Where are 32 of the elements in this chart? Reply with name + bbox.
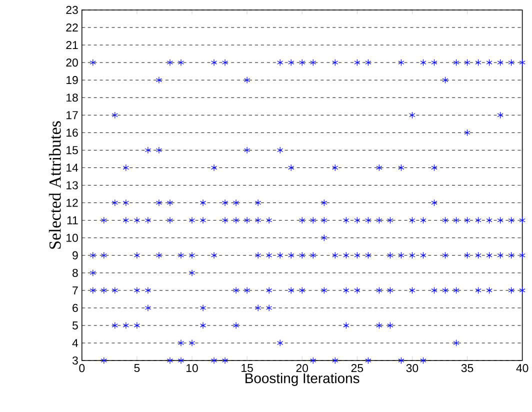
x-tick-label: 10 bbox=[186, 364, 198, 372]
y-tick-label: 17 bbox=[66, 110, 78, 119]
y-tick-label: 6 bbox=[72, 304, 78, 312]
y-tick-label: 22 bbox=[66, 23, 78, 32]
y-axis-title: Selected Attributes bbox=[48, 121, 61, 248]
y-tick-label: 9 bbox=[72, 251, 78, 260]
x-axis-title: Boosting Iterations bbox=[246, 372, 360, 386]
y-tick-label: 18 bbox=[66, 93, 78, 102]
y-tick-label: 14 bbox=[66, 164, 78, 172]
y-tick-label: 23 bbox=[66, 6, 78, 14]
y-tick-label: 10 bbox=[66, 234, 78, 242]
x-tick-label: 5 bbox=[134, 364, 140, 372]
x-tick-label: 40 bbox=[516, 364, 528, 372]
y-tick-label: 12 bbox=[66, 198, 78, 207]
y-tick-label: 8 bbox=[72, 268, 78, 277]
x-tick-label: 0 bbox=[79, 364, 85, 372]
y-tick-label: 7 bbox=[72, 286, 78, 294]
y-tick-label: 20 bbox=[66, 58, 78, 66]
y-tick-label: 13 bbox=[66, 180, 78, 190]
x-tick-label: 35 bbox=[461, 364, 474, 372]
x-tick-label: 20 bbox=[296, 364, 308, 372]
y-tick-label: 11 bbox=[67, 216, 78, 224]
y-tick-label: 4 bbox=[72, 338, 78, 347]
x-tick-label: 30 bbox=[406, 364, 418, 372]
y-tick-label: 16 bbox=[66, 128, 78, 136]
x-tick-label: 25 bbox=[351, 364, 364, 372]
y-tick-label: 15 bbox=[66, 146, 78, 154]
y-tick-label: 19 bbox=[66, 76, 78, 84]
y-tick-label: 3 bbox=[72, 356, 78, 364]
y-tick-label: 5 bbox=[72, 321, 78, 330]
x-tick-label: 15 bbox=[242, 364, 253, 372]
y-tick-label: 21 bbox=[66, 40, 78, 49]
